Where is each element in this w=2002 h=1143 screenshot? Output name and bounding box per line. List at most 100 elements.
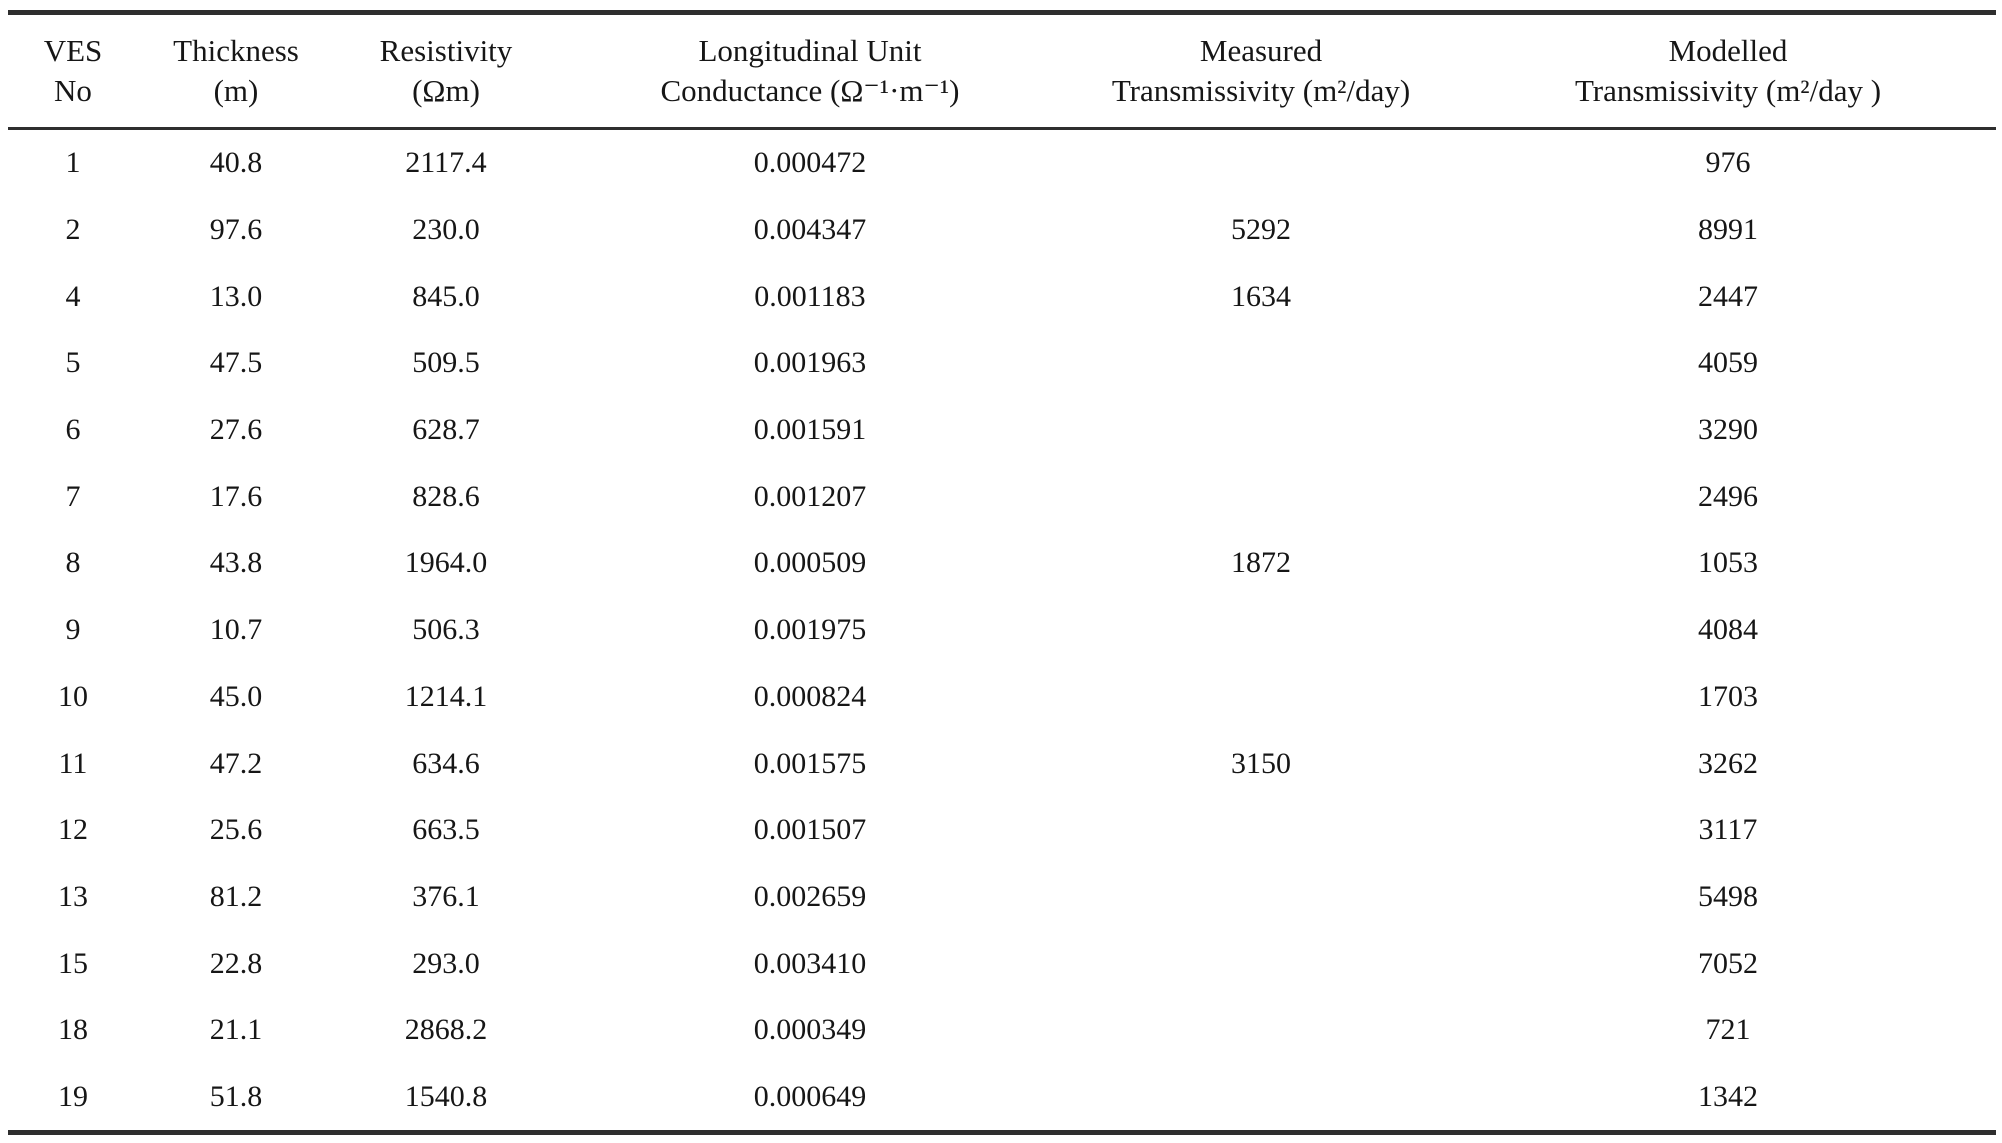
cell-ves: 2 [65, 213, 81, 247]
cell-conductance: 0.000349 [753, 1013, 867, 1047]
cell-measured [1062, 930, 1460, 997]
cell-conductance: 0.003410 [753, 946, 867, 980]
header-line: Longitudinal Unit [698, 33, 922, 68]
cell-resistivity: 509.5 [412, 346, 480, 380]
cell-modelled: 4084 [1698, 613, 1758, 647]
cell-conductance: 0.004347 [753, 213, 867, 247]
cell-modelled: 3117 [1698, 813, 1758, 847]
cell-conductance: 0.000472 [753, 146, 867, 180]
col-header-resistivity: Resistivity (Ωm) [334, 12, 558, 130]
cell-conductance: 0.001591 [753, 413, 867, 447]
cell-modelled: 8991 [1698, 213, 1758, 247]
header-line: Modelled [1668, 33, 1788, 68]
header-line: Transmissivity (m²/day) [1111, 73, 1411, 108]
cell-modelled: 2447 [1698, 279, 1758, 313]
cell-ves: 19 [58, 1079, 88, 1113]
cell-modelled: 5498 [1698, 879, 1758, 913]
cell-resistivity: 663.5 [412, 813, 480, 847]
header-line: Resistivity [379, 33, 513, 68]
cell-conductance: 0.001207 [753, 479, 867, 513]
col-header-thickness: Thickness (m) [138, 12, 334, 130]
cell-ves: 15 [58, 946, 88, 980]
cell-ves: 10 [58, 679, 88, 713]
col-header-modelled-transmissivity: Modelled Transmissivity (m²/day ) [1460, 12, 1996, 130]
cell-ves: 9 [65, 613, 81, 647]
cell-thickness: 97.6 [209, 213, 263, 247]
cell-conductance: 0.000649 [753, 1079, 867, 1113]
cell-resistivity: 376.1 [412, 879, 480, 913]
cell-resistivity: 634.6 [412, 746, 480, 780]
cell-conductance: 0.001963 [753, 346, 867, 380]
cell-thickness: 25.6 [209, 813, 263, 847]
cell-conductance: 0.001507 [753, 813, 867, 847]
col-header-measured-transmissivity: Measured Transmissivity (m²/day) [1062, 12, 1460, 130]
cell-modelled: 3290 [1698, 413, 1758, 447]
cell-measured [1062, 997, 1460, 1064]
cell-measured [1062, 330, 1460, 397]
cell-resistivity: 1540.8 [404, 1079, 488, 1113]
cell-modelled: 1053 [1698, 546, 1758, 580]
cell-thickness: 47.5 [209, 346, 263, 380]
cell-measured [1062, 797, 1460, 864]
table-row: 12 25.6 663.5 0.001507 3117 [8, 797, 1996, 864]
cell-measured: 5292 [1231, 213, 1291, 247]
header-line: Transmissivity (m²/day ) [1574, 73, 1882, 108]
cell-resistivity: 1964.0 [404, 546, 488, 580]
cell-thickness: 40.8 [209, 146, 263, 180]
cell-thickness: 51.8 [209, 1079, 263, 1113]
header-line: VES [43, 33, 103, 68]
header-line: (m) [213, 73, 259, 108]
cell-measured [1062, 664, 1460, 731]
cell-modelled: 3262 [1698, 746, 1758, 780]
cell-resistivity: 506.3 [412, 613, 480, 647]
table-body: 1 40.8 2117.4 0.000472 976 2 97.6 230.0 0.004347… [8, 129, 1996, 1133]
table-row: 15 22.8 293.0 0.003410 7052 [8, 930, 1996, 997]
cell-ves: 12 [58, 813, 88, 847]
cell-modelled: 7052 [1698, 946, 1758, 980]
cell-ves: 8 [65, 546, 81, 580]
cell-ves: 4 [65, 279, 81, 313]
cell-thickness: 17.6 [209, 479, 263, 513]
cell-ves: 5 [65, 346, 81, 380]
cell-modelled: 4059 [1698, 346, 1758, 380]
table-row: 4 13.0 845.0 0.001183 1634 2447 [8, 263, 1996, 330]
cell-conductance: 0.000509 [753, 546, 867, 580]
header-line: No [54, 73, 92, 108]
cell-measured [1062, 397, 1460, 464]
cell-ves: 11 [58, 746, 88, 780]
table-header: VES No Thickness (m) Resistivity (Ωm) Lo… [8, 12, 1996, 130]
cell-modelled: 976 [1705, 146, 1751, 180]
cell-resistivity: 1214.1 [404, 679, 488, 713]
cell-measured: 1634 [1231, 279, 1291, 313]
cell-measured [1062, 463, 1460, 530]
cell-resistivity: 828.6 [412, 479, 480, 513]
table-row: 10 45.0 1214.1 0.000824 1703 [8, 664, 1996, 731]
ves-data-table: VES No Thickness (m) Resistivity (Ωm) Lo… [8, 10, 1996, 1136]
table-row: 7 17.6 828.6 0.001207 2496 [8, 463, 1996, 530]
table-row: 8 43.8 1964.0 0.000509 1872 1053 [8, 530, 1996, 597]
table-row: 1 40.8 2117.4 0.000472 976 [8, 129, 1996, 197]
header-line: Conductance (Ω⁻¹·m⁻¹) [660, 73, 960, 108]
cell-thickness: 21.1 [209, 1013, 263, 1047]
cell-ves: 1 [65, 146, 81, 180]
cell-measured [1062, 129, 1460, 197]
cell-conductance: 0.001575 [753, 746, 867, 780]
cell-measured [1062, 864, 1460, 931]
cell-measured: 3150 [1231, 746, 1291, 780]
cell-ves: 7 [65, 479, 81, 513]
table-row: 5 47.5 509.5 0.001963 4059 [8, 330, 1996, 397]
cell-resistivity: 230.0 [412, 213, 480, 247]
cell-modelled: 1703 [1698, 679, 1758, 713]
cell-thickness: 47.2 [209, 746, 263, 780]
table-row: 9 10.7 506.3 0.001975 4084 [8, 597, 1996, 664]
cell-resistivity: 628.7 [412, 413, 480, 447]
cell-modelled: 721 [1705, 1013, 1751, 1047]
table-row: 11 47.2 634.6 0.001575 3150 3262 [8, 730, 1996, 797]
col-header-ves-no: VES No [8, 12, 138, 130]
cell-resistivity: 293.0 [412, 946, 480, 980]
header-row: VES No Thickness (m) Resistivity (Ωm) Lo… [8, 12, 1996, 130]
cell-thickness: 27.6 [209, 413, 263, 447]
cell-resistivity: 2117.4 [405, 146, 487, 180]
cell-thickness: 22.8 [209, 946, 263, 980]
